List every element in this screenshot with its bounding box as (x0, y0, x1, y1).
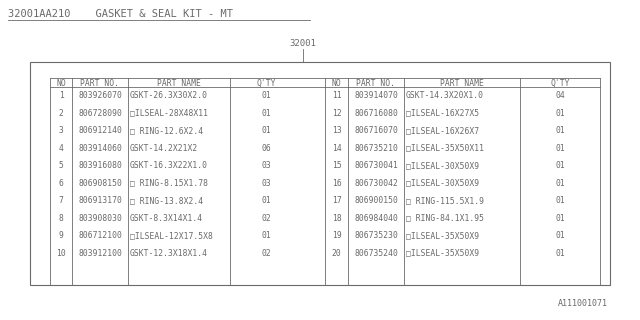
Text: 01: 01 (555, 196, 565, 205)
Text: □ILSEAL-35X50X9: □ILSEAL-35X50X9 (406, 249, 479, 258)
Text: GSKT-14.3X20X1.0: GSKT-14.3X20X1.0 (406, 91, 484, 100)
Text: 806716080: 806716080 (354, 109, 398, 118)
Text: 803916080: 803916080 (78, 161, 122, 170)
Text: 803914070: 803914070 (354, 91, 398, 100)
Text: 02: 02 (262, 214, 271, 223)
Text: 806984040: 806984040 (354, 214, 398, 223)
Text: Q'TY: Q'TY (257, 78, 276, 87)
Text: □ILSEAL-16X27X5: □ILSEAL-16X27X5 (406, 109, 479, 118)
Text: 806908150: 806908150 (78, 179, 122, 188)
Text: 2: 2 (59, 109, 63, 118)
Text: □ILSEAL-30X50X9: □ILSEAL-30X50X9 (406, 161, 479, 170)
Text: □ILSEAL-35X50X9: □ILSEAL-35X50X9 (406, 231, 479, 240)
Text: GSKT-26.3X30X2.0: GSKT-26.3X30X2.0 (130, 91, 208, 100)
Text: 32001: 32001 (289, 39, 316, 49)
Text: 01: 01 (555, 161, 565, 170)
Text: 19: 19 (332, 231, 341, 240)
Text: 9: 9 (59, 231, 63, 240)
Text: 806716070: 806716070 (354, 126, 398, 135)
Text: 20: 20 (332, 249, 341, 258)
Text: 01: 01 (262, 91, 271, 100)
Text: NO: NO (56, 78, 66, 87)
Text: 806728090: 806728090 (78, 109, 122, 118)
Text: 13: 13 (332, 126, 341, 135)
Text: 01: 01 (555, 249, 565, 258)
Bar (30, 62, 610, 285)
Text: 806913170: 806913170 (78, 196, 122, 205)
Text: PART NAME: PART NAME (440, 78, 484, 87)
Text: □ILSEAL-35X50X11: □ILSEAL-35X50X11 (406, 144, 484, 153)
Text: 14: 14 (332, 144, 341, 153)
Text: □ RING-12.6X2.4: □ RING-12.6X2.4 (130, 126, 203, 135)
Text: 806735230: 806735230 (354, 231, 398, 240)
Text: 17: 17 (332, 196, 341, 205)
Text: 15: 15 (332, 161, 341, 170)
Text: □ILSEAL-12X17.5X8: □ILSEAL-12X17.5X8 (130, 231, 213, 240)
Text: 806730042: 806730042 (354, 179, 398, 188)
Text: 01: 01 (262, 231, 271, 240)
Text: 4: 4 (59, 144, 63, 153)
Text: 10: 10 (56, 249, 66, 258)
Text: □ILSEAL-16X26X7: □ILSEAL-16X26X7 (406, 126, 479, 135)
Text: Q'TY: Q'TY (550, 78, 570, 87)
Text: GSKT-8.3X14X1.4: GSKT-8.3X14X1.4 (130, 214, 203, 223)
Text: 01: 01 (555, 126, 565, 135)
Text: 01: 01 (555, 109, 565, 118)
Text: 803908030: 803908030 (78, 214, 122, 223)
Text: NO: NO (332, 78, 341, 87)
Text: 01: 01 (262, 109, 271, 118)
Text: 32001AA210    GASKET & SEAL KIT - MT: 32001AA210 GASKET & SEAL KIT - MT (8, 9, 233, 19)
Text: 6: 6 (59, 179, 63, 188)
Text: 12: 12 (332, 109, 341, 118)
Text: 806912140: 806912140 (78, 126, 122, 135)
Text: 04: 04 (555, 91, 565, 100)
Text: GSKT-12.3X18X1.4: GSKT-12.3X18X1.4 (130, 249, 208, 258)
Text: 01: 01 (262, 126, 271, 135)
Text: 06: 06 (262, 144, 271, 153)
Text: 02: 02 (262, 249, 271, 258)
Text: 01: 01 (262, 196, 271, 205)
Text: 18: 18 (332, 214, 341, 223)
Text: □ILSEAL-28X48X11: □ILSEAL-28X48X11 (130, 109, 208, 118)
Text: 806900150: 806900150 (354, 196, 398, 205)
Text: 806730041: 806730041 (354, 161, 398, 170)
Text: 8: 8 (59, 214, 63, 223)
Text: 1: 1 (59, 91, 63, 100)
Text: □ RING-115.5X1.9: □ RING-115.5X1.9 (406, 196, 484, 205)
Text: 11: 11 (332, 91, 341, 100)
Text: 5: 5 (59, 161, 63, 170)
Text: □ILSEAL-30X50X9: □ILSEAL-30X50X9 (406, 179, 479, 188)
Text: 03: 03 (262, 179, 271, 188)
Text: 803914060: 803914060 (78, 144, 122, 153)
Text: GSKT-14.2X21X2: GSKT-14.2X21X2 (130, 144, 198, 153)
Text: GSKT-16.3X22X1.0: GSKT-16.3X22X1.0 (130, 161, 208, 170)
Text: 16: 16 (332, 179, 341, 188)
Text: □ RING-13.8X2.4: □ RING-13.8X2.4 (130, 196, 203, 205)
Text: 803926070: 803926070 (78, 91, 122, 100)
Text: 803912100: 803912100 (78, 249, 122, 258)
Text: 806712100: 806712100 (78, 231, 122, 240)
Text: PART NAME: PART NAME (157, 78, 201, 87)
Text: PART NO.: PART NO. (81, 78, 120, 87)
Text: 01: 01 (555, 231, 565, 240)
Text: 01: 01 (555, 144, 565, 153)
Text: □ RING-84.1X1.95: □ RING-84.1X1.95 (406, 214, 484, 223)
Text: □ RING-8.15X1.78: □ RING-8.15X1.78 (130, 179, 208, 188)
Text: 01: 01 (555, 214, 565, 223)
Text: 806735210: 806735210 (354, 144, 398, 153)
Text: 7: 7 (59, 196, 63, 205)
Text: PART NO.: PART NO. (356, 78, 396, 87)
Text: 3: 3 (59, 126, 63, 135)
Text: 01: 01 (555, 179, 565, 188)
Text: 03: 03 (262, 161, 271, 170)
Text: A111001071: A111001071 (558, 300, 608, 308)
Text: 806735240: 806735240 (354, 249, 398, 258)
